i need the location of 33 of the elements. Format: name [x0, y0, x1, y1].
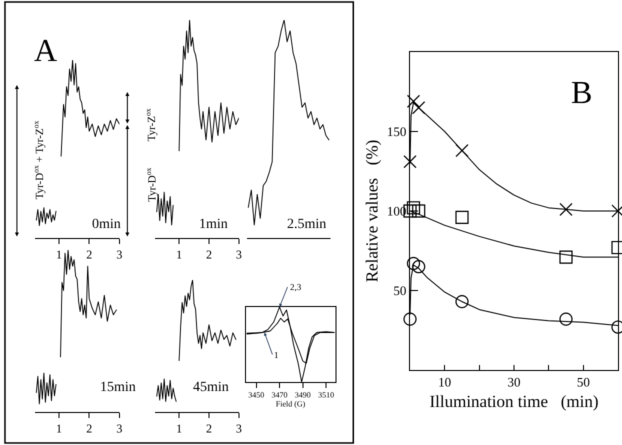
x-tick-label: 3	[236, 247, 242, 262]
x-tick-label: 2	[206, 247, 212, 262]
text: 1min	[199, 217, 228, 232]
text: 45min	[193, 380, 229, 395]
x-axis-title: Illumination time (min)	[429, 392, 599, 411]
x-tick-label: 1	[176, 247, 182, 262]
annotation: B	[571, 74, 592, 110]
x-tick-label: 2	[86, 247, 92, 262]
annotation: 2,3	[290, 282, 302, 292]
y-axis-title: Relative values (%)	[362, 140, 382, 282]
x-tick-label: 3	[116, 421, 122, 436]
x-tick-label: 1	[56, 247, 62, 262]
x-tick-label: 1	[176, 421, 182, 436]
y-tick-label: 150	[386, 124, 406, 140]
x-tick-label: 10	[438, 374, 452, 390]
x-tick-label: 3510	[318, 390, 334, 400]
x-tick-label: 2	[206, 421, 212, 436]
text: 0min	[92, 217, 121, 232]
x-axis-title: Field (G)	[276, 400, 306, 409]
x-tick-label: 3490	[294, 390, 311, 400]
x-tick-label: 2	[86, 421, 92, 436]
y-tick-label: 50	[393, 283, 406, 298]
x-tick-label: 3	[116, 247, 122, 262]
annotation: A	[34, 32, 58, 68]
text: 15min	[100, 380, 136, 395]
x-tick-label: 3470	[272, 390, 288, 400]
x-tick-label: 1	[56, 421, 62, 436]
x-tick-label: 30	[508, 374, 521, 390]
text: 2.5min	[287, 217, 326, 232]
x-tick-label: 3	[236, 421, 242, 436]
x-tick-label: 3450	[248, 390, 264, 400]
annotation: 1	[274, 350, 278, 360]
x-tick-label: 50	[576, 374, 590, 390]
